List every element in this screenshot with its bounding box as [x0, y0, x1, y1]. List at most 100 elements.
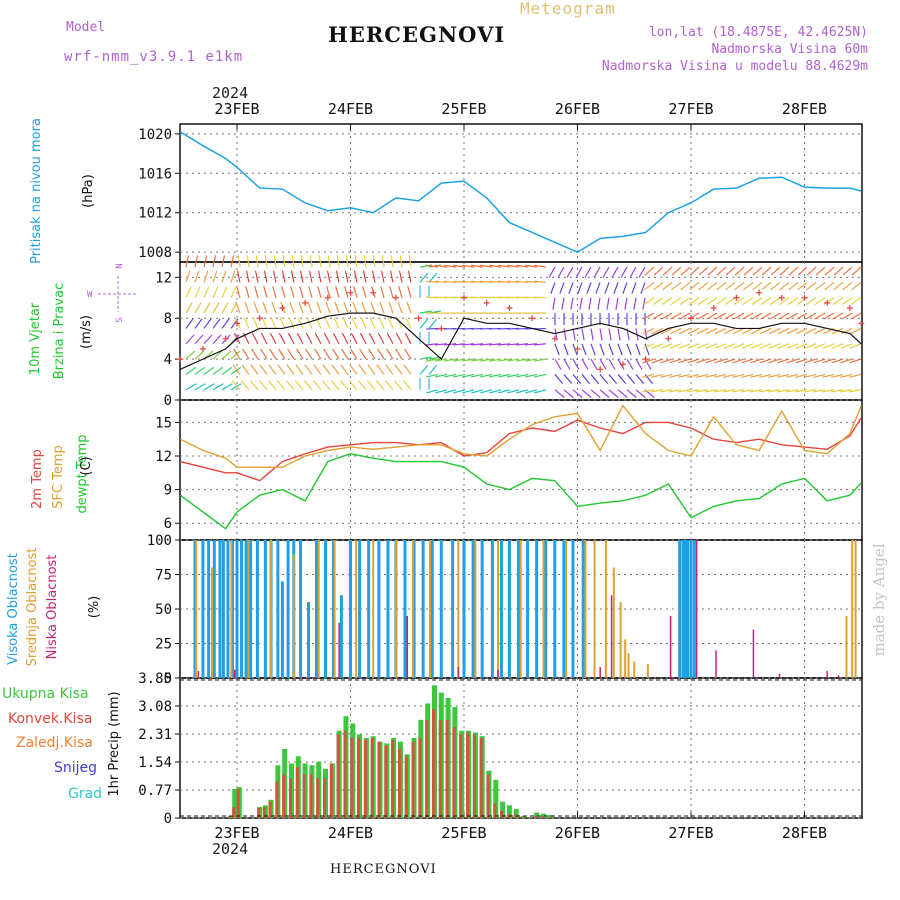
wind-barb [304, 364, 313, 375]
wind-barb [750, 389, 763, 393]
wind-barb [426, 264, 439, 268]
wind-barb [633, 297, 637, 310]
cloud-high-bar [544, 540, 548, 678]
precip-conv-bar [466, 732, 470, 818]
wind-barb [723, 389, 736, 393]
cloud-high-bar [358, 540, 362, 678]
wind-barb [327, 255, 331, 268]
wind-barb [795, 373, 808, 378]
cloud-mid-bar [845, 615, 848, 678]
wind-barb [212, 350, 223, 360]
wind-barb [581, 343, 587, 356]
wind-barb [344, 286, 349, 298]
precip-conv-bar [540, 816, 544, 818]
wind-barb [387, 317, 394, 329]
wind-barb [273, 255, 277, 268]
wind-barb [281, 286, 286, 298]
wind-barb [831, 389, 844, 393]
cloud-mid-bar [394, 540, 397, 678]
wind-barb [786, 327, 799, 335]
wind-barb [550, 282, 556, 294]
wind-barb [644, 281, 655, 291]
wind-barb [408, 255, 412, 268]
temp-2m-line [180, 417, 862, 482]
wind-barb [723, 327, 736, 335]
wind-barb [608, 358, 616, 370]
wind-barb [608, 343, 614, 356]
y-tick-label: 0.77 [138, 783, 172, 799]
wind-barb [305, 348, 313, 360]
wind-barb [706, 312, 718, 320]
wind-barb [393, 380, 403, 391]
wind-barb [797, 281, 808, 291]
cloud-high-bar [412, 540, 416, 678]
cloud-mid-bar [292, 553, 295, 678]
wind-barb [359, 332, 367, 345]
wind-gust-marker [597, 366, 604, 373]
wind-barb [230, 302, 238, 314]
wind-barb [367, 364, 376, 375]
precip-conv-bar [384, 745, 388, 818]
cloud-high-bar [681, 540, 685, 678]
wind-barb [804, 343, 817, 349]
wind-barb [788, 266, 799, 276]
wind-barb [831, 343, 844, 349]
wind-barb [770, 281, 781, 291]
wind-barb [534, 358, 547, 362]
wind-barb [498, 389, 511, 394]
cloud-mid-bar [195, 540, 198, 678]
wind-barb [795, 343, 808, 349]
wind-barb [759, 327, 772, 335]
wind-barb [705, 343, 718, 349]
wind-barb [185, 350, 196, 360]
pressure-line [179, 131, 862, 253]
wind-barb [203, 302, 211, 314]
wind-barb [243, 317, 250, 329]
wind-barb [669, 343, 682, 349]
wind-barb [426, 373, 439, 378]
cloud-high-bar [462, 540, 466, 678]
y-tick-label: 0 [164, 671, 172, 687]
wind-barb [261, 317, 268, 329]
wind-barb [298, 301, 304, 314]
wind-barb [696, 358, 709, 364]
wind-barb [507, 389, 520, 394]
wind-barb [388, 301, 394, 314]
wind-barb [715, 297, 727, 305]
wind-barb [697, 312, 709, 320]
wind-barb [297, 317, 304, 329]
wind-barb [842, 281, 853, 291]
wind-barb [489, 280, 502, 284]
wind-barb [419, 272, 429, 283]
wind-barb [660, 343, 673, 349]
day-label-bottom: 24FEB [328, 824, 373, 842]
wind-barb [185, 286, 192, 299]
wind-barb [269, 332, 277, 345]
wind-barb [606, 297, 610, 310]
cloud-mid-bar [519, 540, 522, 678]
day-label-top: 27FEB [668, 100, 713, 118]
wind-barb [795, 389, 808, 393]
wind-barb [563, 358, 571, 370]
wind-barb [732, 373, 745, 378]
wind-barb [777, 327, 790, 335]
cloud-high-bar [367, 540, 371, 678]
wind-barb [714, 373, 727, 378]
wind-gust-marker [199, 345, 206, 352]
wind-barb [732, 358, 745, 364]
wind-barb [332, 348, 340, 360]
wind-barb [507, 280, 520, 284]
wind-barb [489, 373, 502, 378]
wind-barb [651, 389, 664, 393]
precip-conv-bar [363, 739, 367, 818]
wind-barb [358, 364, 367, 375]
wind-barb [661, 312, 673, 320]
wind-barb [642, 373, 655, 378]
wind-barb [678, 373, 691, 378]
cloud-mid-bar [270, 540, 273, 678]
wind-barb [453, 389, 466, 394]
wind-barb [581, 358, 589, 370]
wind-barb [185, 302, 193, 314]
wind-barb [841, 297, 853, 305]
wind-barb [351, 317, 358, 329]
